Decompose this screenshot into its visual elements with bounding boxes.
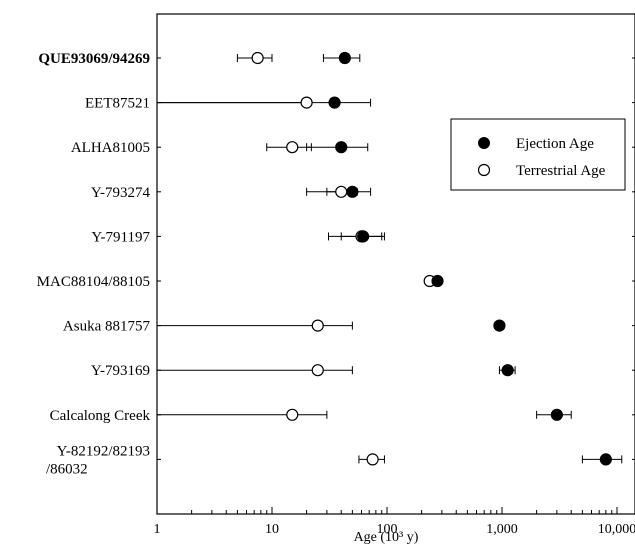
terrestrial-age-point	[366, 453, 379, 466]
ejection-age-point	[501, 364, 514, 377]
terrestrial-age-point	[286, 141, 299, 154]
x-axis-label: Age (10³ y)	[354, 530, 419, 545]
legend-filled-circle-icon	[478, 137, 490, 149]
terrestrial-age-point	[251, 51, 264, 65]
ejection-age-point	[431, 274, 444, 288]
ejection-age-point	[357, 230, 370, 243]
ejection-age-point	[328, 96, 341, 109]
category-label: Y-793169	[91, 363, 150, 379]
ejection-age-point	[335, 141, 348, 154]
category-label: EET87521	[85, 96, 150, 112]
x-tick-label: 1,000	[486, 522, 518, 537]
x-tick-label: 10,000	[598, 522, 635, 537]
y-axis: QUE93069/94269 EET87521 ALHA81005 Y-793274 Y…	[37, 51, 635, 477]
category-label: Y-791197	[91, 229, 150, 245]
ejection-age-point	[493, 319, 506, 332]
plot-frame	[156, 13, 635, 515]
category-label-line2: /86032	[46, 461, 88, 477]
category-label: Asuka 881757	[63, 319, 151, 335]
x-tick-label: 10	[265, 522, 279, 537]
data-marks	[157, 51, 623, 466]
terrestrial-age-point	[286, 408, 299, 421]
category-label: Y-793274	[91, 185, 151, 201]
legend-label-ejection: Ejection Age	[516, 136, 594, 152]
terrestrial-age-point	[300, 96, 313, 109]
ejection-age-point	[599, 453, 612, 466]
terrestrial-age-point	[335, 185, 348, 198]
ejection-age-point	[346, 185, 359, 198]
terrestrial-age-point	[311, 319, 324, 332]
category-label: ALHA81005	[71, 140, 150, 156]
ejection-age-point	[338, 51, 351, 65]
legend-label-terrestrial: Terrestrial Age	[516, 163, 606, 179]
terrestrial-age-point	[311, 364, 324, 377]
ejection-age-point	[550, 408, 563, 421]
category-label: MAC88104/88105	[37, 274, 150, 290]
x-tick-label: 1	[154, 522, 161, 537]
category-label: QUE93069/94269	[38, 51, 150, 67]
x-axis: 1 10 100 1,000 10,000	[154, 507, 635, 537]
category-label: Calcalong Creek	[50, 408, 151, 424]
legend: Ejection Age Terrestrial Age	[450, 118, 626, 191]
legend-box	[450, 118, 626, 191]
legend-open-circle-icon	[477, 163, 491, 177]
category-label: Y-82192/82193	[57, 443, 150, 459]
x-tick-label: 100	[377, 522, 398, 537]
